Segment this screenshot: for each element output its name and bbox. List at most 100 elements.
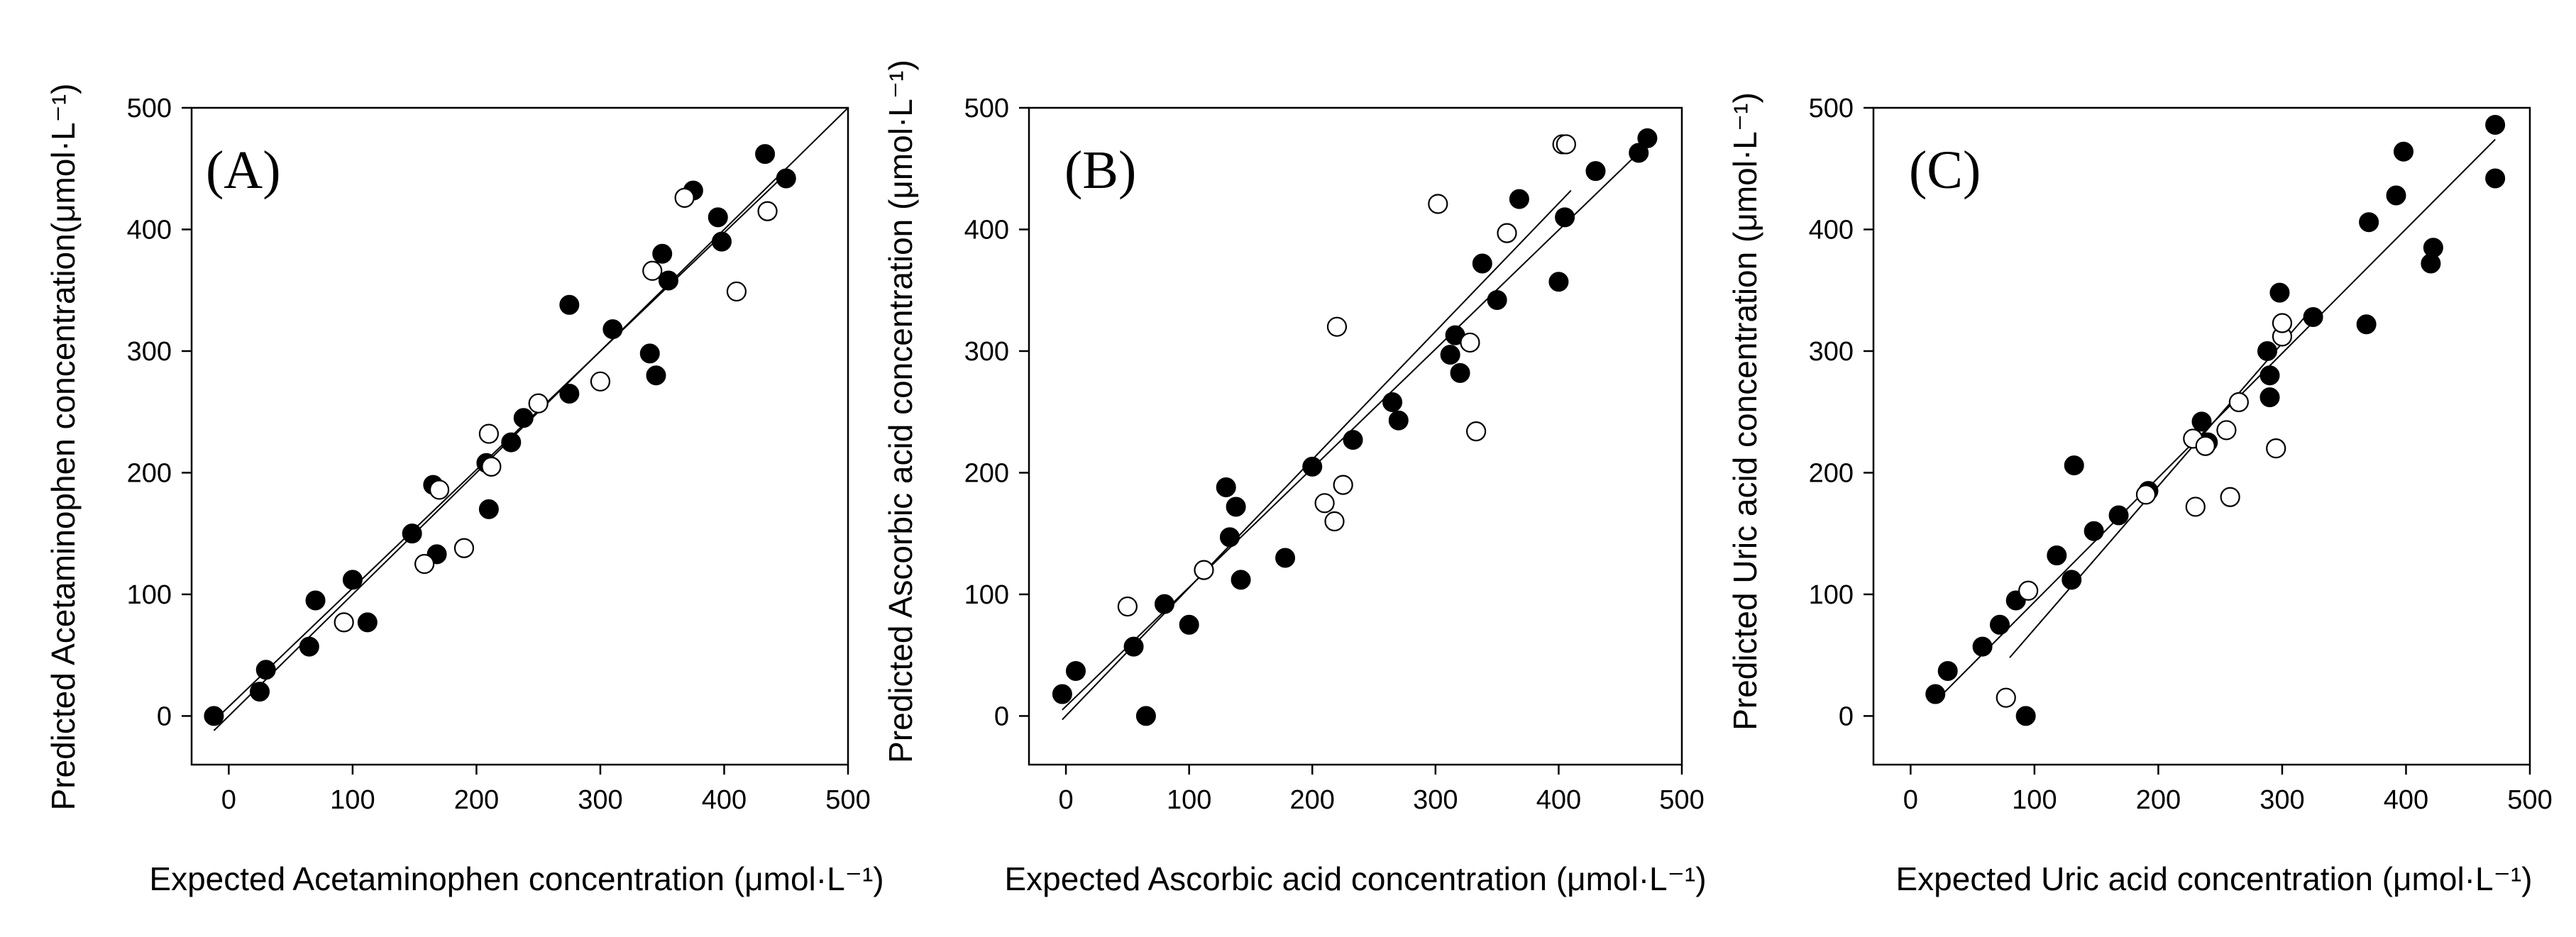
x-tick-label-b: 100 <box>1167 785 1211 815</box>
data-point-filled-b <box>1637 128 1658 148</box>
x-tick-label-c: 500 <box>2507 785 2552 815</box>
y-tick-label-a: 0 <box>157 702 172 731</box>
y-tick-label-b: 300 <box>964 337 1009 367</box>
data-point-filled-b <box>1302 456 1323 477</box>
data-point-filled-b <box>1123 636 1144 657</box>
data-point-open-b <box>1460 332 1480 353</box>
data-point-filled-b <box>1219 527 1240 548</box>
data-point-open-a <box>414 553 435 575</box>
data-point-open-a <box>590 371 611 392</box>
data-point-filled-a <box>711 231 732 252</box>
data-point-open-c <box>2185 497 2206 517</box>
data-point-filled-b <box>1179 614 1199 635</box>
data-point-open-a <box>642 260 663 281</box>
x-axis-title-b: Expected Ascorbic acid concentration (μm… <box>1004 860 1706 897</box>
data-point-filled-c <box>2359 212 2379 233</box>
y-tick-label-b: 200 <box>964 458 1009 488</box>
data-point-filled-c <box>2386 185 2406 206</box>
data-point-open-a <box>334 612 354 633</box>
data-point-filled-b <box>1382 392 1403 412</box>
data-point-filled-c <box>2485 115 2506 135</box>
x-tick-label-c: 100 <box>2012 785 2057 815</box>
y-tick-label-a: 500 <box>127 94 172 123</box>
data-point-filled-a <box>559 383 580 404</box>
data-point-open-b <box>1333 475 1353 495</box>
data-point-open-b <box>1117 596 1138 617</box>
data-point-open-c <box>2216 420 2237 440</box>
data-point-filled-c <box>2356 314 2377 335</box>
data-point-filled-a <box>513 408 534 428</box>
y-tick-label-c: 200 <box>1809 458 1854 488</box>
y-tick-label-c: 300 <box>1809 337 1854 367</box>
data-point-filled-c <box>2084 521 2104 541</box>
data-point-open-b <box>1466 421 1487 442</box>
data-point-filled-a <box>357 612 378 633</box>
data-point-filled-b <box>1555 207 1575 228</box>
data-point-open-a <box>726 281 747 302</box>
data-point-filled-a <box>652 243 673 264</box>
plot-frame-c <box>1872 106 2531 766</box>
data-point-open-c <box>2228 392 2249 413</box>
y-tick-label-b: 0 <box>994 702 1009 731</box>
x-tick-label-b: 300 <box>1413 785 1458 815</box>
data-point-filled-c <box>1990 614 2010 635</box>
x-tick-label-a: 100 <box>330 785 375 815</box>
data-point-filled-a <box>602 319 623 340</box>
data-point-open-a <box>453 538 475 558</box>
data-point-filled-b <box>1231 570 1251 590</box>
panel-label-a: (A) <box>206 140 281 200</box>
data-point-filled-a <box>478 499 499 519</box>
data-point-filled-a <box>501 432 522 453</box>
x-tick-label-a: 500 <box>825 785 870 815</box>
y-tick-label-c: 400 <box>1809 215 1854 245</box>
data-point-open-c <box>2135 484 2157 505</box>
data-point-filled-c <box>2259 387 2280 408</box>
x-tick-label-b: 500 <box>1659 785 1704 815</box>
x-axis-title-a: Expected Acetaminophen concentration (μm… <box>149 860 884 897</box>
data-point-filled-a <box>646 365 666 386</box>
plot-frame-a <box>190 106 849 766</box>
data-point-open-c <box>2195 436 2216 456</box>
fit-line-a-1 <box>213 172 787 721</box>
data-point-filled-b <box>1472 253 1492 274</box>
data-point-filled-c <box>1925 684 1946 704</box>
data-point-filled-a <box>305 590 326 611</box>
data-point-filled-b <box>1440 345 1460 365</box>
x-tick-label-a: 300 <box>578 785 622 815</box>
y-tick-label-c: 100 <box>1809 580 1854 610</box>
y-tick-label-b: 100 <box>964 580 1009 610</box>
data-point-filled-a <box>204 706 224 726</box>
fit-line-c-2 <box>2009 314 2308 658</box>
data-point-filled-b <box>1154 594 1174 614</box>
data-point-open-b <box>1497 223 1517 243</box>
data-point-filled-a <box>708 207 728 228</box>
data-point-filled-c <box>2064 455 2084 476</box>
data-point-open-a <box>481 456 502 477</box>
panel-b: (B) Expected Ascorbic acid concentration… <box>882 60 1707 897</box>
data-point-open-b <box>1556 134 1576 155</box>
x-tick-label-b: 200 <box>1290 785 1335 815</box>
data-point-open-c <box>2272 313 2293 333</box>
data-point-open-b <box>1324 511 1345 532</box>
data-point-filled-a <box>658 270 678 291</box>
data-point-filled-b <box>1343 430 1363 450</box>
panel-c: (C) Expected Uric acid concentration (μm… <box>1727 92 2553 897</box>
data-point-filled-b <box>1629 143 1649 163</box>
data-point-filled-b <box>1216 477 1236 498</box>
data-point-open-a <box>674 187 695 208</box>
x-axis-title-c: Expected Uric acid concentration (μmol·L… <box>1896 860 2533 897</box>
data-point-filled-c <box>2259 365 2280 386</box>
data-point-filled-c <box>1937 660 1958 681</box>
y-tick-label-b: 400 <box>964 215 1009 245</box>
y-tick-label-a: 100 <box>127 580 172 610</box>
data-point-filled-c <box>2269 282 2290 303</box>
data-point-open-a <box>478 423 499 444</box>
x-tick-label-c: 400 <box>2384 785 2428 815</box>
y-tick-label-c: 0 <box>1839 702 1854 731</box>
data-point-filled-b <box>1135 706 1156 726</box>
data-point-filled-c <box>2393 141 2413 162</box>
data-point-filled-c <box>1972 636 1993 657</box>
data-point-filled-c <box>2423 238 2443 258</box>
y-axis-title-a: Predicted Acetaminophen concentration(μm… <box>45 84 82 811</box>
